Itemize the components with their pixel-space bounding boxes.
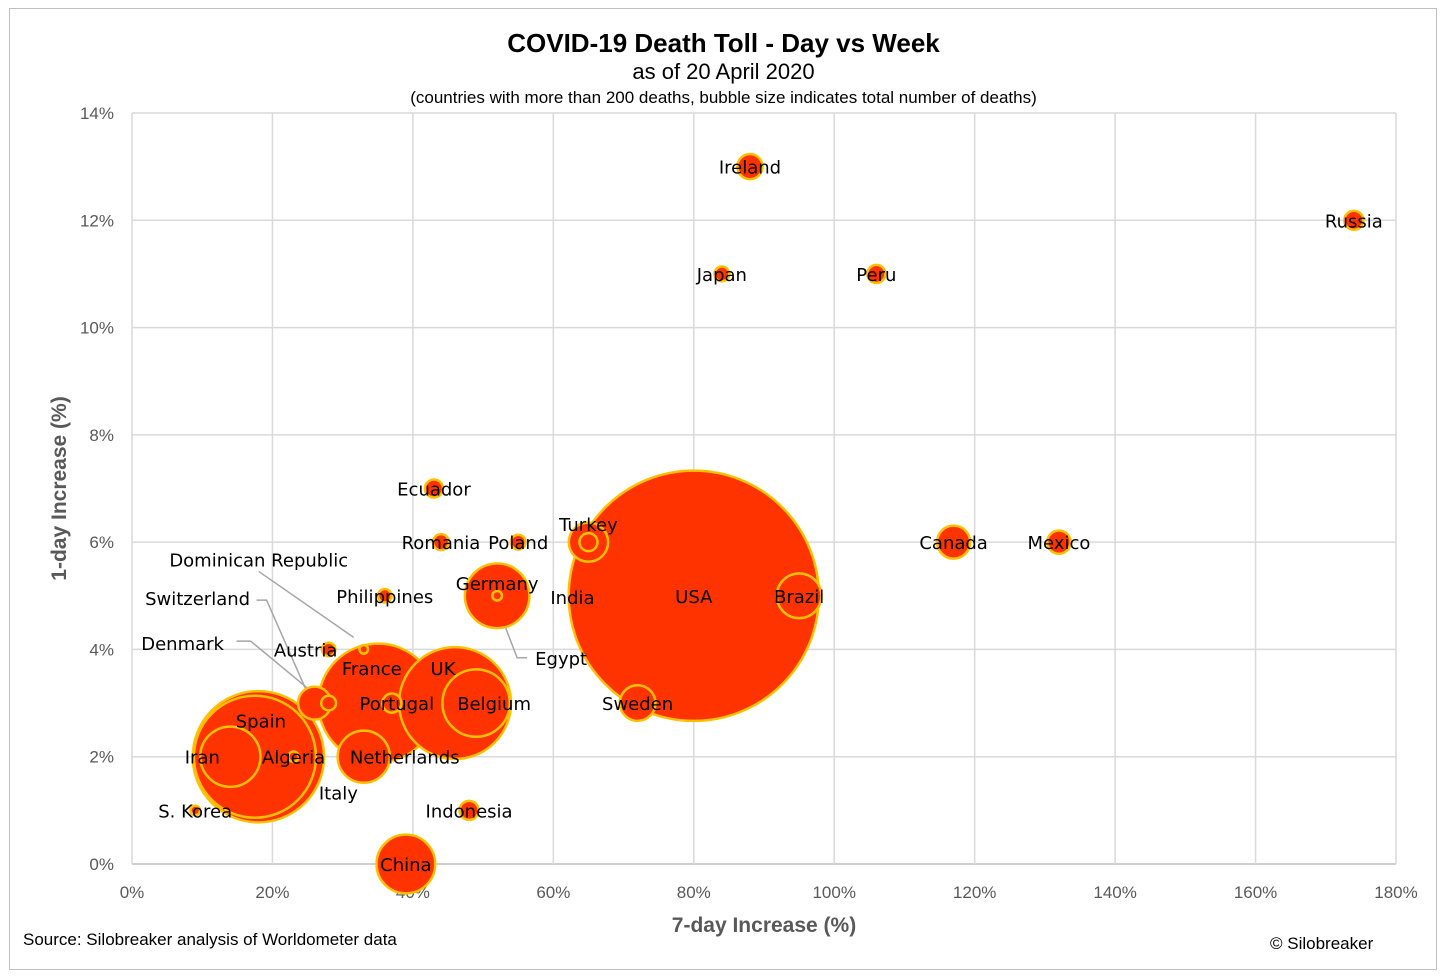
y-tick-label: 2% — [89, 748, 114, 767]
x-axis-title: 7-day Increase (%) — [672, 914, 856, 937]
bubble-algeria — [287, 750, 300, 764]
data-label-peru: Peru — [856, 265, 896, 286]
bubble-belgium — [441, 668, 512, 738]
bubble-portugal — [381, 692, 403, 714]
y-tick-label: 6% — [89, 533, 114, 552]
data-label-iran: Iran — [185, 748, 220, 769]
data-label-mexico: Mexico — [1028, 533, 1091, 554]
data-label-denmark: Denmark — [141, 634, 224, 655]
data-label-indonesia: Indonesia — [426, 801, 513, 822]
leader-switzerland — [256, 599, 308, 692]
data-label-poland: Poland — [488, 533, 548, 554]
x-tick-label: 20% — [255, 883, 289, 902]
y-tick-label: 10% — [80, 319, 114, 338]
data-label-italy: Italy — [319, 784, 358, 805]
data-label-spain: Spain — [236, 712, 286, 733]
x-tick-label: 180% — [1374, 883, 1417, 902]
bubble-canada — [935, 524, 972, 560]
chart-note: (countries with more than 200 deaths, bu… — [410, 88, 1037, 107]
data-label-s-korea: S. Korea — [158, 801, 232, 822]
data-label-germany: Germany — [456, 574, 539, 595]
x-tick-label: 0% — [120, 883, 145, 902]
bubble-poland — [509, 533, 527, 551]
copyright-note: © Silobreaker — [1270, 934, 1374, 953]
data-label-ireland: Ireland — [719, 158, 781, 179]
x-tick-label: 60% — [536, 883, 570, 902]
leader-dominican-republic — [258, 570, 355, 639]
data-label-sweden: Sweden — [602, 694, 673, 715]
bubble-ecuador — [423, 478, 445, 499]
bubble-netherlands — [336, 729, 392, 785]
bubble-sweden — [618, 684, 657, 723]
bubble-india — [578, 531, 599, 553]
data-label-china: China — [380, 855, 431, 876]
leader-denmark — [236, 640, 322, 700]
bubble-china — [375, 833, 437, 895]
data-label-japan: Japan — [696, 265, 747, 286]
data-label-philippines: Philippines — [336, 587, 433, 608]
data-label-dominican-republic: Dominican Republic — [169, 550, 348, 571]
bubble-indonesia — [458, 799, 480, 822]
source-note: Source: Silobreaker analysis of Worldome… — [23, 930, 397, 949]
data-label-egypt: Egypt — [535, 649, 587, 670]
x-tick-label: 100% — [812, 883, 855, 902]
data-label-belgium: Belgium — [457, 694, 531, 715]
bubble-japan — [713, 265, 731, 283]
bubble-egypt — [491, 589, 504, 602]
bubble-romania — [431, 532, 451, 552]
y-tick-label: 8% — [89, 426, 114, 445]
chart-frame — [9, 8, 1437, 970]
data-label-france: France — [342, 659, 402, 680]
bubble-russia — [1343, 209, 1365, 232]
chart-title: COVID-19 Death Toll - Day vs Week — [507, 28, 940, 58]
data-label-netherlands: Netherlands — [350, 748, 460, 769]
bubble-dominican-republic — [358, 643, 370, 655]
y-tick-label: 14% — [80, 104, 114, 123]
data-label-india: India — [550, 588, 594, 609]
data-label-romania: Romania — [402, 533, 481, 554]
x-tick-label: 120% — [953, 883, 996, 902]
data-label-turkey: Turkey — [558, 515, 618, 536]
bubble-philippines — [376, 587, 393, 604]
data-label-austria: Austria — [274, 640, 338, 661]
y-tick-label: 12% — [80, 211, 114, 230]
data-label-usa: USA — [675, 587, 713, 608]
chart-subtitle: as of 20 April 2020 — [632, 59, 815, 84]
bubble-denmark — [319, 694, 338, 712]
data-label-brazil: Brazil — [774, 587, 824, 608]
x-tick-label: 140% — [1093, 883, 1136, 902]
bubbles — [189, 152, 1365, 895]
y-tick-label: 4% — [89, 640, 114, 659]
bubble-peru — [866, 263, 887, 285]
data-label-switzerland: Switzerland — [145, 589, 250, 610]
data-labels: Italy Spain Iran Algeria S. Korea France UKBel… — [141, 158, 1383, 876]
data-label-portugal: Portugal — [360, 694, 435, 715]
x-tick-label: 160% — [1234, 883, 1277, 902]
bubble-s-korea — [189, 804, 202, 817]
bubble-mexico — [1046, 529, 1072, 556]
data-label-algeria: Algeria — [262, 748, 325, 769]
axis-ticks: 0%2%4%6%8%10%12%14%0%20%40%60%80%100%120… — [80, 104, 1418, 902]
x-tick-label: 80% — [677, 883, 711, 902]
data-label-ecuador: Ecuador — [397, 480, 471, 501]
bubble-austria — [320, 641, 337, 658]
data-label-uk: UK — [431, 659, 457, 680]
bubble-iran — [198, 725, 262, 789]
y-axis-title: 1-day Increase (%) — [48, 396, 71, 580]
data-label-russia: Russia — [1325, 211, 1383, 232]
data-label-canada: Canada — [919, 533, 988, 554]
y-tick-label: 0% — [89, 855, 114, 874]
bubble-ireland — [736, 152, 764, 181]
bubble-brazil — [775, 572, 823, 620]
